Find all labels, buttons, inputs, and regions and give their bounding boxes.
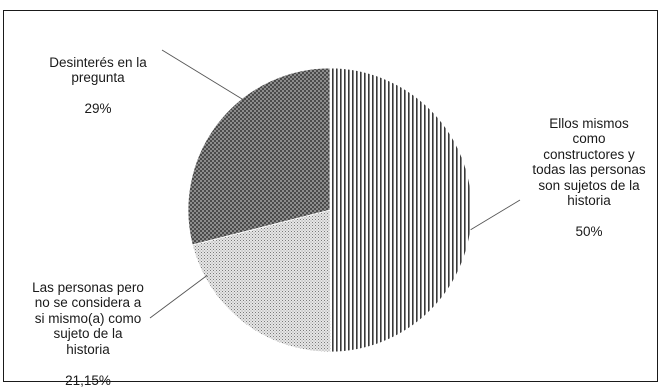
slice-value-label: 50% [575, 224, 603, 239]
slice-constructores [329, 67, 473, 353]
slice-label-text: Ellos mismos como constructores y todas … [532, 115, 646, 209]
leader-line [470, 199, 521, 231]
slice-value-label: 21,15% [65, 372, 111, 388]
leader-line [161, 49, 245, 101]
slice-label-text: Desinterés en la pregunta [49, 54, 147, 86]
slice-label-text: Las personas pero no se considera a si m… [32, 279, 144, 357]
slice-label-desinteres: Desinterés en la pregunta 29% [38, 39, 158, 117]
slice-desinteres [187, 67, 331, 246]
slice-value-label: 29% [84, 101, 112, 116]
leader-line [149, 274, 208, 319]
slice-label-personas: Las personas pero no se considera a si m… [14, 264, 162, 388]
slice-personas [191, 209, 332, 353]
slice-label-constructores: Ellos mismos como constructores y todas … [518, 100, 660, 240]
